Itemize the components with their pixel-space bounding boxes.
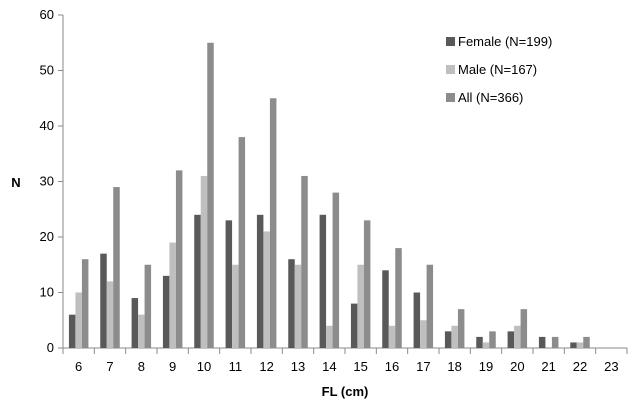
bar-male bbox=[294, 264, 302, 348]
bar-all bbox=[81, 259, 89, 348]
x-tick-label: 13 bbox=[291, 359, 305, 374]
bar-female bbox=[538, 336, 546, 348]
y-tick-label: 20 bbox=[40, 229, 54, 244]
bar-female bbox=[382, 270, 389, 348]
bar-female bbox=[350, 303, 358, 348]
bar-all bbox=[489, 331, 496, 348]
x-tick-label: 19 bbox=[479, 359, 493, 374]
bar-all bbox=[144, 264, 152, 348]
legend: Female (N=199) Male (N=167) All (N=366) bbox=[446, 34, 552, 105]
bar-male bbox=[169, 242, 176, 348]
legend-swatch bbox=[446, 37, 455, 46]
y-tick-label: 30 bbox=[40, 174, 54, 189]
bar-male bbox=[106, 281, 114, 348]
bar-female bbox=[570, 342, 577, 348]
bar-female bbox=[131, 298, 139, 348]
bar-male bbox=[514, 325, 521, 348]
y-tick-label: 0 bbox=[47, 340, 54, 355]
bar-female bbox=[256, 214, 264, 348]
bar-all bbox=[269, 98, 277, 348]
bar-all bbox=[520, 309, 528, 348]
x-tick-label: 12 bbox=[259, 359, 273, 374]
x-tick-label: 8 bbox=[138, 359, 145, 374]
x-tick-label: 11 bbox=[229, 359, 243, 374]
bar-female bbox=[162, 275, 170, 348]
bar-all bbox=[332, 192, 340, 348]
bar-female bbox=[507, 331, 515, 348]
x-tick-label: 23 bbox=[604, 359, 618, 374]
x-tick-label: 20 bbox=[510, 359, 524, 374]
y-tick-label: 60 bbox=[40, 7, 54, 22]
bar-female bbox=[288, 259, 295, 348]
bar-female bbox=[68, 314, 76, 348]
bar-all bbox=[301, 175, 308, 348]
plot-area: 0 10 20 30 40 50 60 6 7 8 9 10 11 12 13 14 15 16 17 18 19 20 2… bbox=[40, 7, 628, 374]
bar-female bbox=[100, 253, 107, 348]
bar-male bbox=[75, 292, 82, 348]
x-axis-label: FL (cm) bbox=[322, 384, 369, 399]
bar-all bbox=[238, 137, 246, 348]
x-tick-label: 14 bbox=[322, 359, 336, 374]
legend-label: Male (N=167) bbox=[458, 62, 537, 77]
x-tick-label: 10 bbox=[197, 359, 211, 374]
bar-all bbox=[395, 248, 402, 348]
bar-female bbox=[476, 336, 483, 348]
x-tick-label: 9 bbox=[169, 359, 176, 374]
bar-female bbox=[194, 214, 201, 348]
x-tick-label: 18 bbox=[447, 359, 461, 374]
bar-male bbox=[482, 342, 490, 348]
bar-all bbox=[363, 220, 371, 348]
x-tick-label: 21 bbox=[541, 359, 555, 374]
bar-male bbox=[200, 175, 208, 348]
legend-label: Female (N=199) bbox=[458, 34, 552, 49]
x-tick-label: 6 bbox=[75, 359, 82, 374]
bar-male bbox=[576, 342, 584, 348]
x-tick-label: 15 bbox=[353, 359, 367, 374]
y-tick-label: 10 bbox=[40, 285, 54, 300]
x-tick-label: 17 bbox=[416, 359, 430, 374]
bar-all bbox=[426, 264, 434, 348]
bar-all bbox=[457, 309, 465, 348]
y-axis-label: N bbox=[11, 175, 20, 190]
bar-male bbox=[420, 320, 427, 348]
bar-all bbox=[207, 42, 214, 348]
legend-swatch bbox=[446, 93, 455, 102]
bar-female bbox=[444, 331, 452, 348]
bar-male bbox=[232, 264, 239, 348]
bar-male bbox=[263, 231, 270, 348]
bar-male bbox=[326, 325, 333, 348]
x-tick-label: 22 bbox=[573, 359, 587, 374]
bar-all bbox=[113, 187, 120, 348]
legend-swatch bbox=[446, 65, 455, 74]
bar-all bbox=[175, 170, 183, 348]
bar-female bbox=[413, 292, 421, 348]
legend-label: All (N=366) bbox=[458, 90, 523, 105]
bar-all bbox=[551, 336, 559, 348]
y-tick-label: 40 bbox=[40, 118, 54, 133]
bar-male bbox=[451, 325, 458, 348]
y-tick-label: 50 bbox=[40, 63, 54, 78]
bar-male bbox=[388, 325, 396, 348]
bar-male bbox=[138, 314, 145, 348]
bar-all bbox=[583, 336, 590, 348]
bar-female bbox=[319, 214, 327, 348]
x-tick-label: 7 bbox=[106, 359, 113, 374]
bar-male bbox=[357, 264, 364, 348]
bar-female bbox=[225, 220, 233, 348]
x-tick-label: 16 bbox=[385, 359, 399, 374]
